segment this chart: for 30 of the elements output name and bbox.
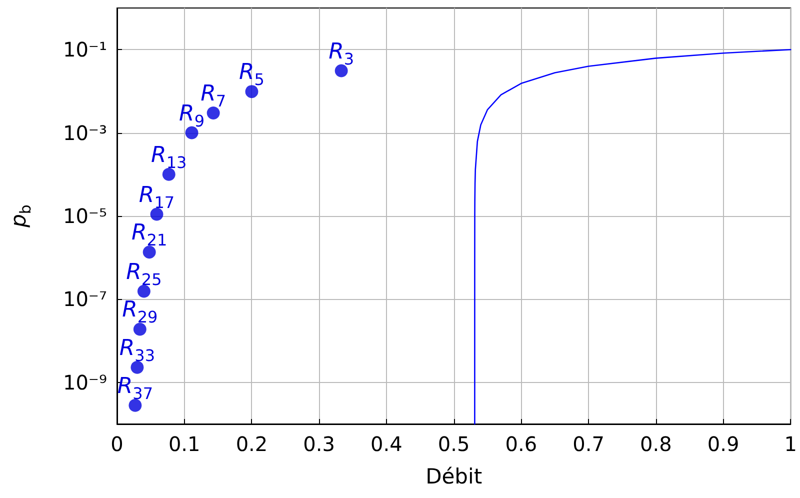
y-tick-label: 10⁻³ [62,120,107,145]
point [128,398,142,412]
x-tick-label: 0.8 [640,432,672,456]
y-tick-label: 10⁻⁹ [62,370,107,394]
y-tick-label: 10⁻⁵ [62,204,107,228]
y-axis-title: pb [6,204,34,228]
x-tick-label: 0.3 [303,432,335,456]
x-tick-label: 0.1 [168,432,200,456]
x-tick-label: 0.7 [572,432,604,456]
point [334,64,348,78]
x-tick-label: 1 [784,432,798,456]
point [137,284,150,298]
point [150,208,164,221]
x-axis-title: Débit [426,464,482,488]
point [185,126,198,140]
point [133,322,146,336]
x-tick-label: 0.4 [370,432,402,456]
x-tick-label: 0.2 [236,432,268,456]
x-tick-label: 0.9 [707,432,740,456]
x-tick-label: 0 [110,432,124,456]
x-tick-label: 0.5 [438,432,470,456]
point [206,106,220,120]
y-tick-label: 10⁻¹ [62,38,107,62]
point [162,168,176,181]
x-tick-label: 0.6 [505,432,538,456]
point [245,85,258,98]
point [142,246,156,259]
y-tick-label: 10⁻⁷ [62,287,107,312]
line-series [474,48,792,425]
point [130,360,144,374]
